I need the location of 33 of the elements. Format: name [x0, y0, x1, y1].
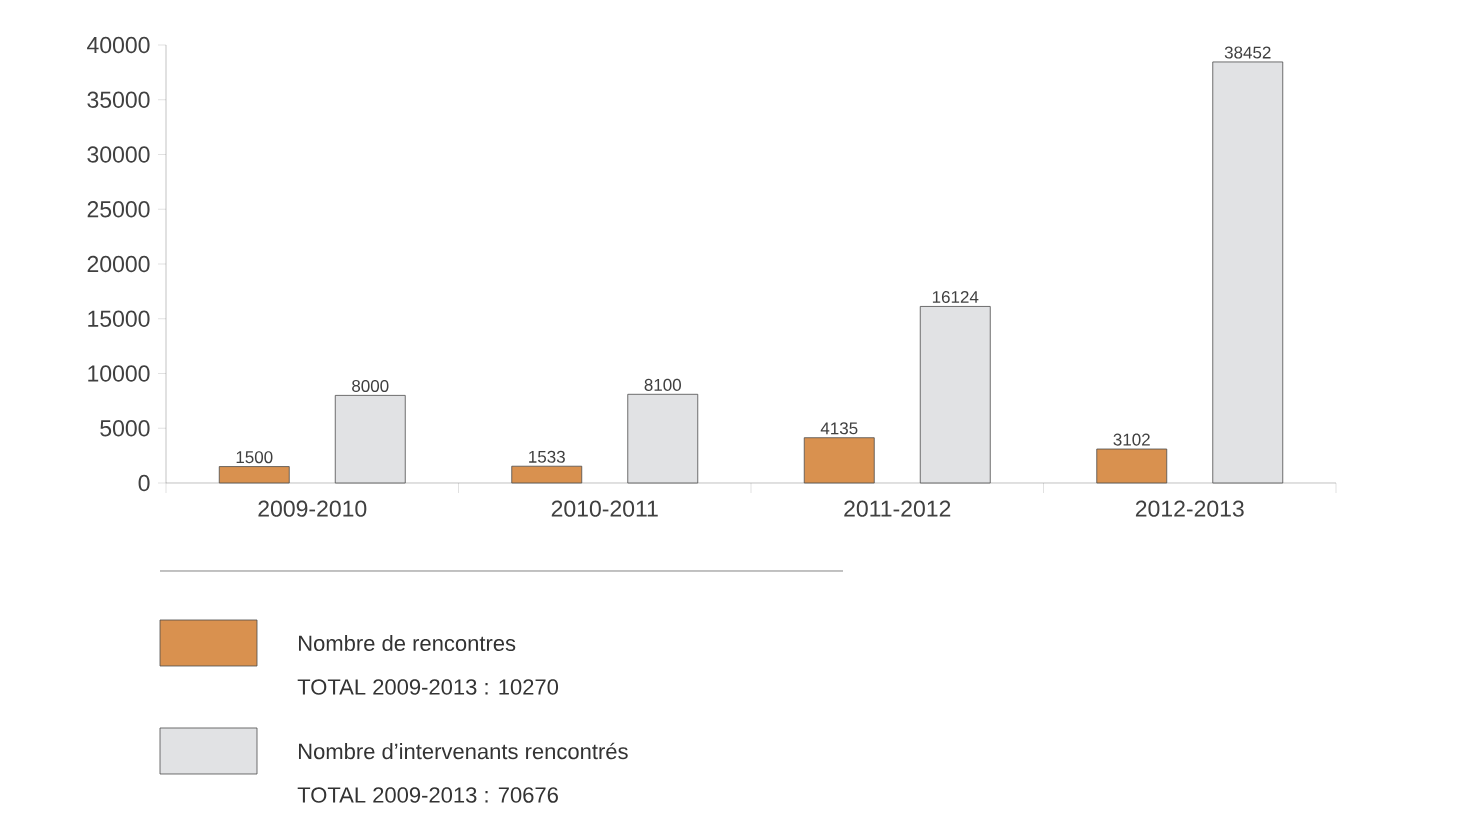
bar — [919, 306, 991, 484]
data-label: 8000 — [352, 379, 389, 392]
legend-label: Nombre de rencontres — [299, 634, 516, 652]
bar — [334, 395, 406, 484]
x-tick-label: 2010-2011 — [551, 500, 658, 517]
x-tick-label: 2011-2012 — [844, 500, 951, 517]
bar — [1096, 448, 1168, 484]
y-tick-label: 15000 — [88, 310, 150, 327]
data-label: 1500 — [236, 451, 273, 464]
text: TOTAL 2009-2013 : 10270 — [297, 679, 559, 695]
x-tick-label: 2009-2010 — [258, 500, 367, 517]
y-tick-label: 30000 — [87, 146, 150, 163]
data-label: 8100 — [644, 378, 681, 391]
data-label: 1533 — [529, 450, 565, 463]
y-tick-label: 40000 — [87, 36, 150, 54]
data-label: 4135 — [820, 422, 858, 435]
y-tick-label: 35000 — [87, 91, 150, 108]
y-tick-label: 5000 — [100, 420, 150, 437]
text: TOTAL 2009-2013 : 70676 — [297, 787, 558, 803]
data-label: 16124 — [932, 291, 979, 304]
data-label: 38452 — [1224, 46, 1271, 59]
y-tick-label: 20000 — [87, 255, 150, 273]
bar — [627, 393, 699, 484]
y-tick-label: 10000 — [88, 365, 150, 382]
data-label: 3102 — [1113, 433, 1150, 446]
bar — [511, 465, 583, 484]
y-tick-label: 25000 — [87, 201, 150, 218]
y-tick-label: 0 — [138, 474, 150, 492]
bar — [803, 437, 875, 484]
legend-label: Nombre d’intervenants rencontrés — [299, 742, 628, 760]
bar — [1212, 61, 1284, 484]
bar — [218, 466, 290, 484]
x-tick-label: 2012-2013 — [1135, 500, 1244, 517]
